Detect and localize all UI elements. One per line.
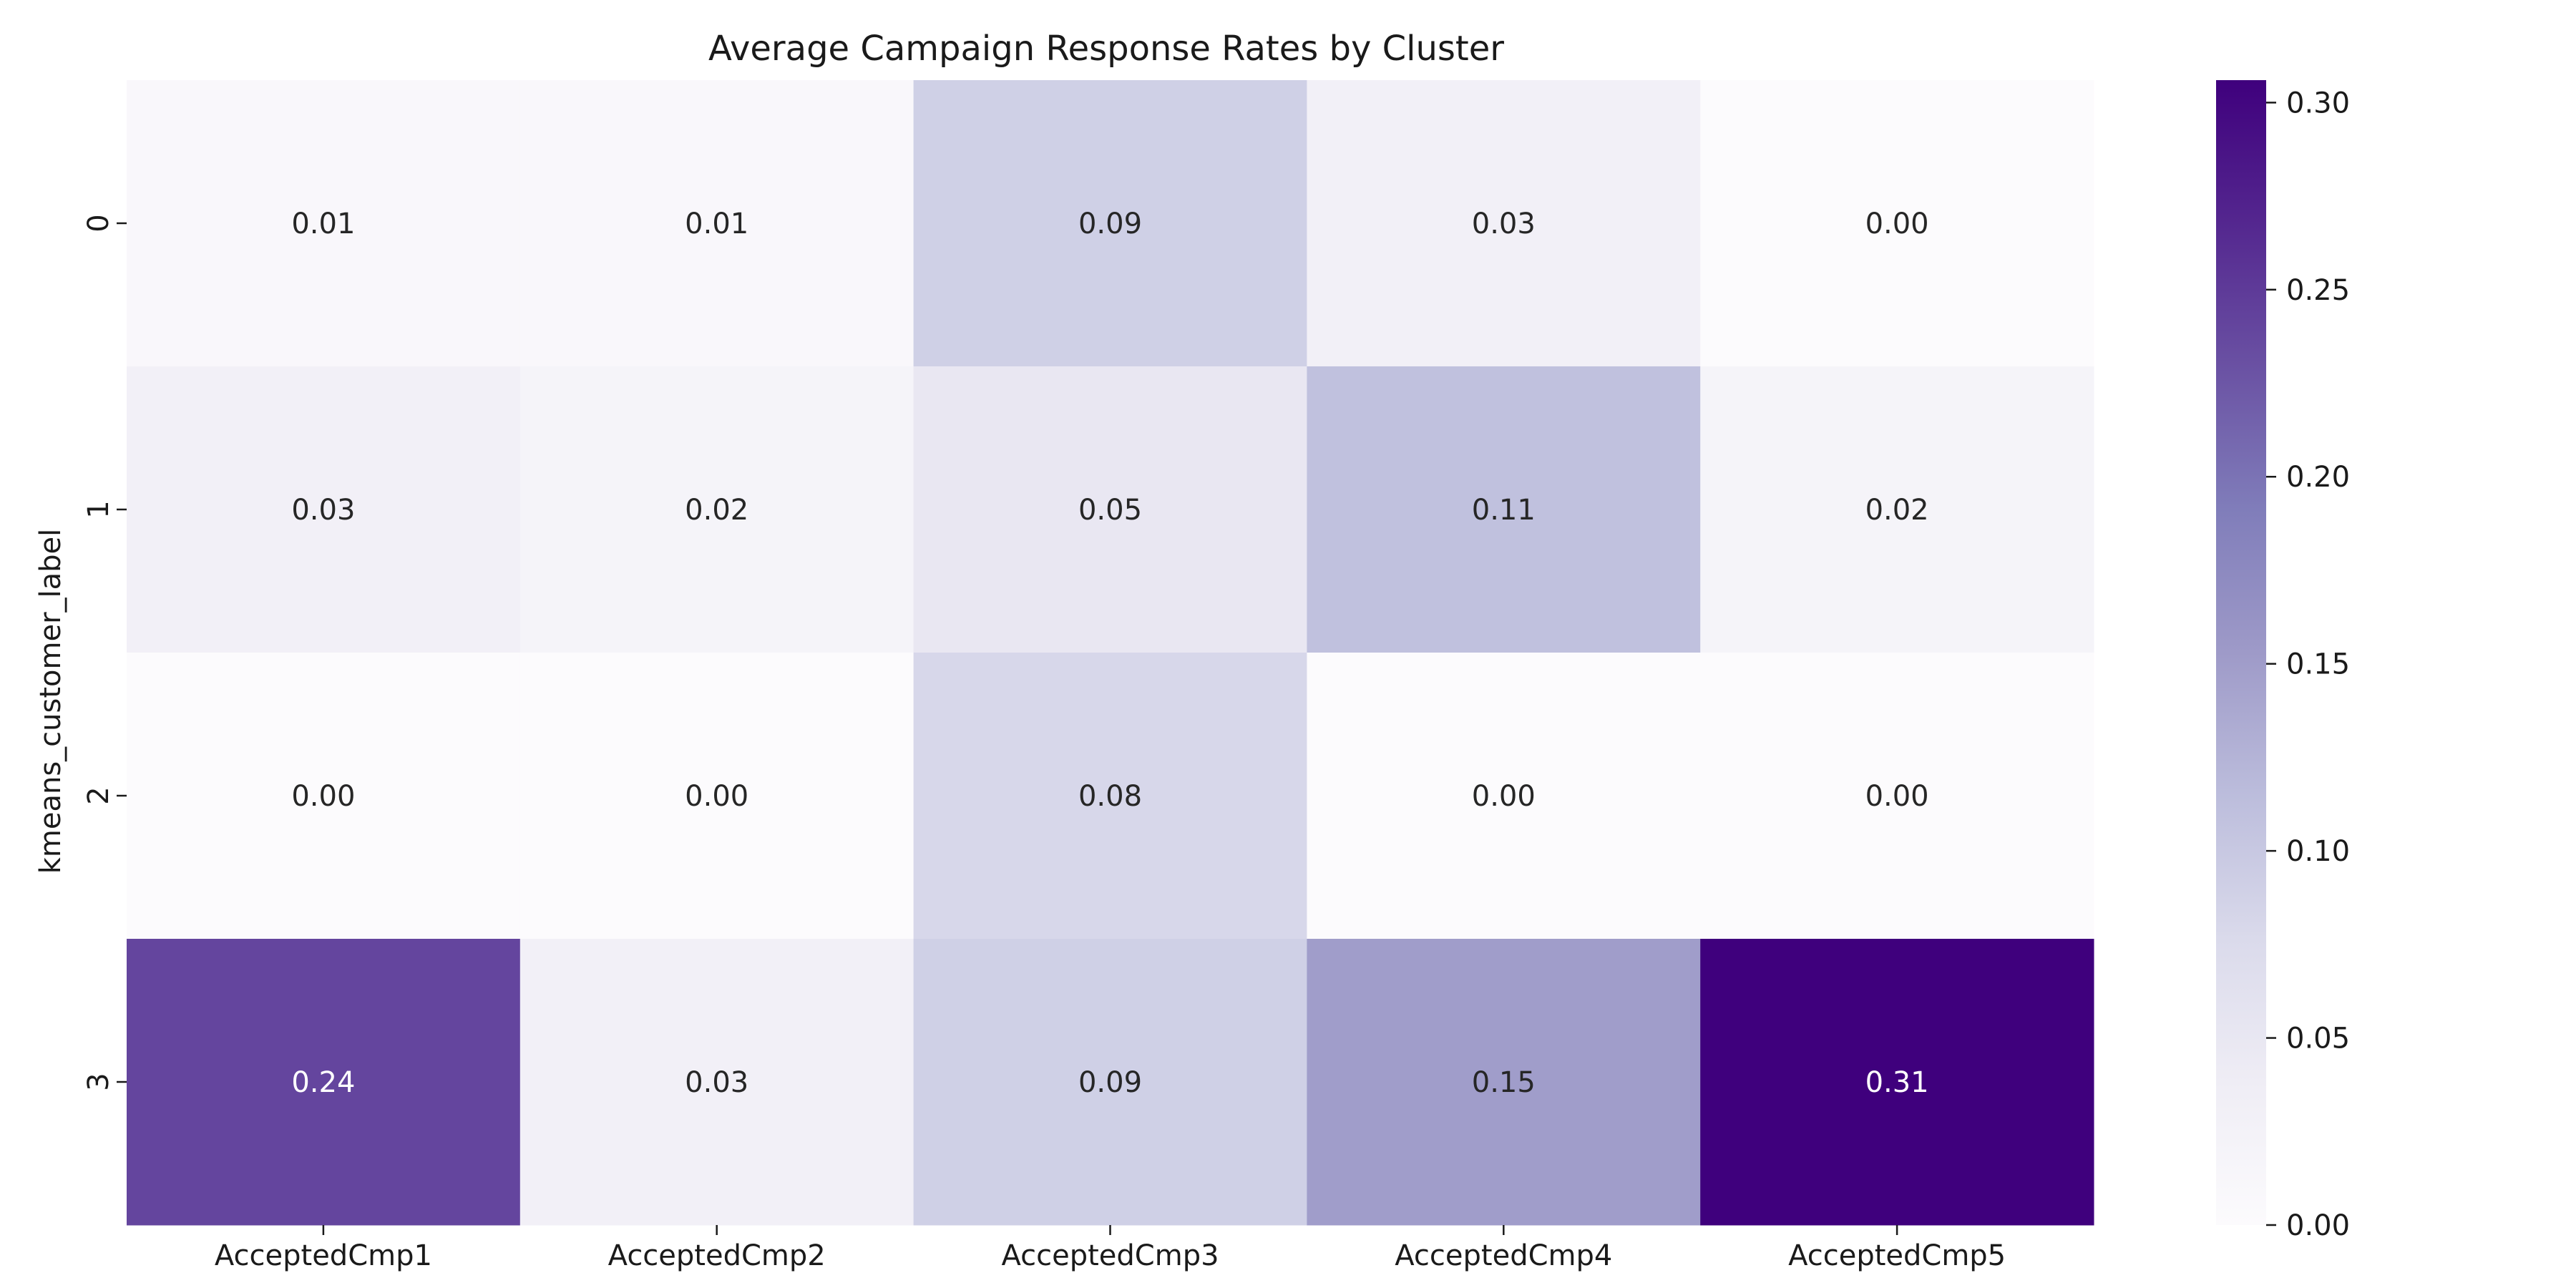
y-tick-label: 1 [82,500,115,518]
x-tick-label: AcceptedCmp2 [608,1239,826,1272]
heatmap-cell [913,653,1307,940]
cell-value-label: 0.24 [291,1066,355,1099]
cell-value-label: 0.01 [291,208,355,240]
cell-value-label: 0.08 [1078,780,1142,813]
heatmap-cell [1700,939,2094,1226]
heatmap-cell [519,366,914,653]
colorbar-tick-label: 0.10 [2286,835,2350,868]
cell-value-label: 0.03 [1472,208,1536,240]
cell-value-label: 0.11 [1472,494,1536,527]
cell-value-label: 0.00 [1865,208,1929,240]
cell-value-label: 0.05 [1078,494,1142,527]
heatmap-cell [913,939,1307,1226]
y-tick-label: 0 [82,214,115,232]
cell-value-label: 0.15 [1472,1066,1536,1099]
heatmap-cell [1700,366,2094,653]
colorbar-tick-label: 0.20 [2286,461,2350,494]
heatmap-cell [913,366,1307,653]
heatmap-cell [913,80,1307,367]
heatmap-cell-labels: 0.01 0.01 0.09 0.03 0.00 0.03 0.02 0.05 0.11 0.02… [291,208,1928,1099]
colorbar-tick-label: 0.00 [2286,1209,2350,1242]
heatmap-cell [1307,939,1701,1226]
cell-value-label: 0.00 [1865,780,1929,813]
cell-value-label: 0.01 [685,208,748,240]
y-axis-label: kmeans_customer_label [34,529,67,874]
y-tick-label: 3 [82,1073,115,1091]
heatmap-cell [1307,653,1701,940]
cell-value-label: 0.02 [685,494,748,527]
heatmap-cells [127,80,2094,1226]
x-axis: AcceptedCmp1 AcceptedCmp2 AcceptedCmp3 Acce… [215,1225,2006,1272]
heatmap-cell [127,653,521,940]
colorbar [2216,80,2266,1225]
cell-value-label: 0.03 [685,1066,748,1099]
heatmap-cell [519,653,914,940]
colorbar-tick-label: 0.30 [2286,87,2350,119]
colorbar-tick-label: 0.25 [2286,274,2350,307]
cell-value-label: 0.09 [1078,1066,1142,1099]
heatmap-cell [127,80,521,367]
cell-value-label: 0.03 [291,494,355,527]
heatmap-cell [127,939,521,1226]
heatmap-cell [1700,653,2094,940]
cell-value-label: 0.09 [1078,208,1142,240]
cell-value-label: 0.02 [1865,494,1929,527]
heatmap-cell [519,80,914,367]
heatmap-cell [127,366,521,653]
heatmap-cell [1307,80,1701,367]
heatmap-cell [519,939,914,1226]
colorbar-tick-label: 0.05 [2286,1023,2350,1055]
cell-value-label: 0.00 [685,780,748,813]
y-tick-label: 2 [82,786,115,804]
cell-value-label: 0.00 [291,780,355,813]
x-tick-label: AcceptedCmp4 [1395,1239,1612,1272]
cell-value-label: 0.31 [1865,1066,1929,1099]
heatmap-cell [1307,366,1701,653]
colorbar-ticks: 0.00 0.05 0.10 0.15 0.20 0.25 0.30 [2266,87,2350,1242]
chart-title: Average Campaign Response Rates by Clust… [708,29,1504,69]
y-axis: 0 1 2 3 [82,214,127,1091]
cell-value-label: 0.00 [1472,780,1536,813]
colorbar-tick-label: 0.15 [2286,648,2350,681]
x-tick-label: AcceptedCmp1 [215,1239,432,1272]
heatmap-cell [1700,80,2094,367]
x-tick-label: AcceptedCmp5 [1788,1239,2006,1272]
x-tick-label: AcceptedCmp3 [1001,1239,1219,1272]
